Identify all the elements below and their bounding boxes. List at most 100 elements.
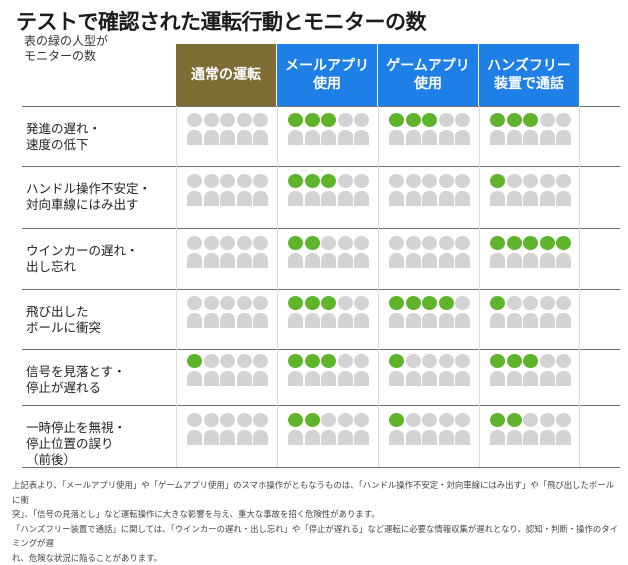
person-icon — [523, 413, 538, 445]
person-icon — [438, 236, 454, 251]
person-icon — [321, 413, 336, 428]
person-icon — [236, 354, 252, 369]
person-icon — [187, 174, 202, 206]
person-icon — [490, 174, 505, 206]
person-icon — [354, 113, 369, 128]
row-divider — [22, 467, 620, 468]
person-icon — [354, 354, 369, 369]
person-icon — [422, 113, 437, 145]
person-icon — [506, 236, 522, 251]
person-icon — [455, 236, 470, 251]
person-icon — [236, 174, 252, 189]
person-icon — [187, 236, 202, 251]
person-icon — [405, 174, 421, 189]
row-divider — [22, 228, 620, 229]
person-icon — [220, 296, 235, 328]
person-icon — [288, 296, 303, 311]
person-icon — [506, 236, 522, 268]
person-icon — [220, 174, 235, 189]
person-icon — [203, 174, 219, 206]
person-icon — [523, 296, 538, 328]
person-icon — [389, 113, 404, 145]
person-icon — [288, 236, 303, 268]
person-icon — [253, 296, 268, 311]
person-icon — [203, 113, 219, 145]
person-icon — [220, 413, 235, 445]
person-icon — [354, 174, 369, 206]
person-icon — [288, 113, 303, 145]
person-icon — [321, 296, 336, 311]
person-icon — [187, 413, 202, 445]
person-icon — [203, 413, 219, 428]
person-icon — [288, 174, 303, 206]
cell-r5-c3 — [389, 354, 485, 404]
person-icon — [288, 413, 303, 428]
person-icon — [490, 354, 505, 369]
cell-r3-c3 — [389, 236, 485, 286]
person-icon — [455, 236, 470, 268]
person-icon — [389, 354, 404, 369]
person-icon — [523, 296, 538, 311]
person-icon — [389, 236, 404, 268]
cell-r6-c1 — [187, 413, 283, 463]
person-icon — [438, 174, 454, 206]
person-icon — [220, 413, 235, 428]
person-icon — [321, 113, 336, 128]
person-icon — [539, 174, 555, 189]
person-icon — [556, 296, 571, 328]
person-icon — [203, 236, 219, 251]
person-icon — [506, 354, 522, 369]
person-icon — [253, 236, 268, 251]
person-icon — [236, 354, 252, 386]
person-icon — [253, 174, 268, 189]
person-icon — [490, 174, 505, 189]
person-icon — [354, 236, 369, 251]
person-icon — [288, 413, 303, 445]
person-icon — [304, 174, 320, 206]
person-icon — [236, 236, 252, 251]
person-icon — [354, 296, 369, 311]
person-icon — [304, 354, 320, 386]
person-icon — [236, 236, 252, 268]
person-icon — [506, 296, 522, 311]
person-icon — [405, 296, 421, 328]
person-icon — [438, 174, 454, 189]
person-icon — [490, 354, 505, 386]
person-icon — [220, 113, 235, 128]
cell-r1-c2 — [288, 113, 384, 163]
person-icon — [354, 113, 369, 145]
person-icon — [187, 296, 202, 311]
person-icon — [405, 354, 421, 369]
person-icon — [337, 174, 353, 189]
person-icon — [220, 354, 235, 386]
person-icon — [304, 113, 320, 128]
row-label-3: ウインカーの遅れ・ 出し忘れ — [26, 243, 139, 274]
person-icon — [220, 296, 235, 311]
person-icon — [288, 296, 303, 328]
person-icon — [337, 113, 353, 128]
cell-r6-c4 — [490, 413, 586, 463]
person-icon — [304, 296, 320, 311]
cell-r2-c2 — [288, 174, 384, 224]
person-icon — [354, 354, 369, 386]
row-label-4: 飛び出した ボールに衝突 — [26, 304, 102, 335]
person-icon — [438, 296, 454, 311]
person-icon — [304, 413, 320, 445]
person-icon — [203, 296, 219, 311]
person-icon — [187, 354, 202, 369]
column-divider — [579, 106, 580, 467]
person-icon — [236, 296, 252, 311]
person-icon — [556, 113, 571, 145]
person-icon — [422, 354, 437, 386]
person-icon — [422, 296, 437, 328]
person-icon — [389, 413, 404, 428]
person-icon — [389, 236, 404, 251]
person-icon — [220, 236, 235, 268]
person-icon — [539, 174, 555, 206]
person-icon — [422, 354, 437, 369]
person-icon — [438, 296, 454, 328]
person-icon — [321, 354, 336, 386]
person-icon — [539, 354, 555, 386]
person-icon — [203, 354, 219, 386]
person-icon — [321, 296, 336, 328]
